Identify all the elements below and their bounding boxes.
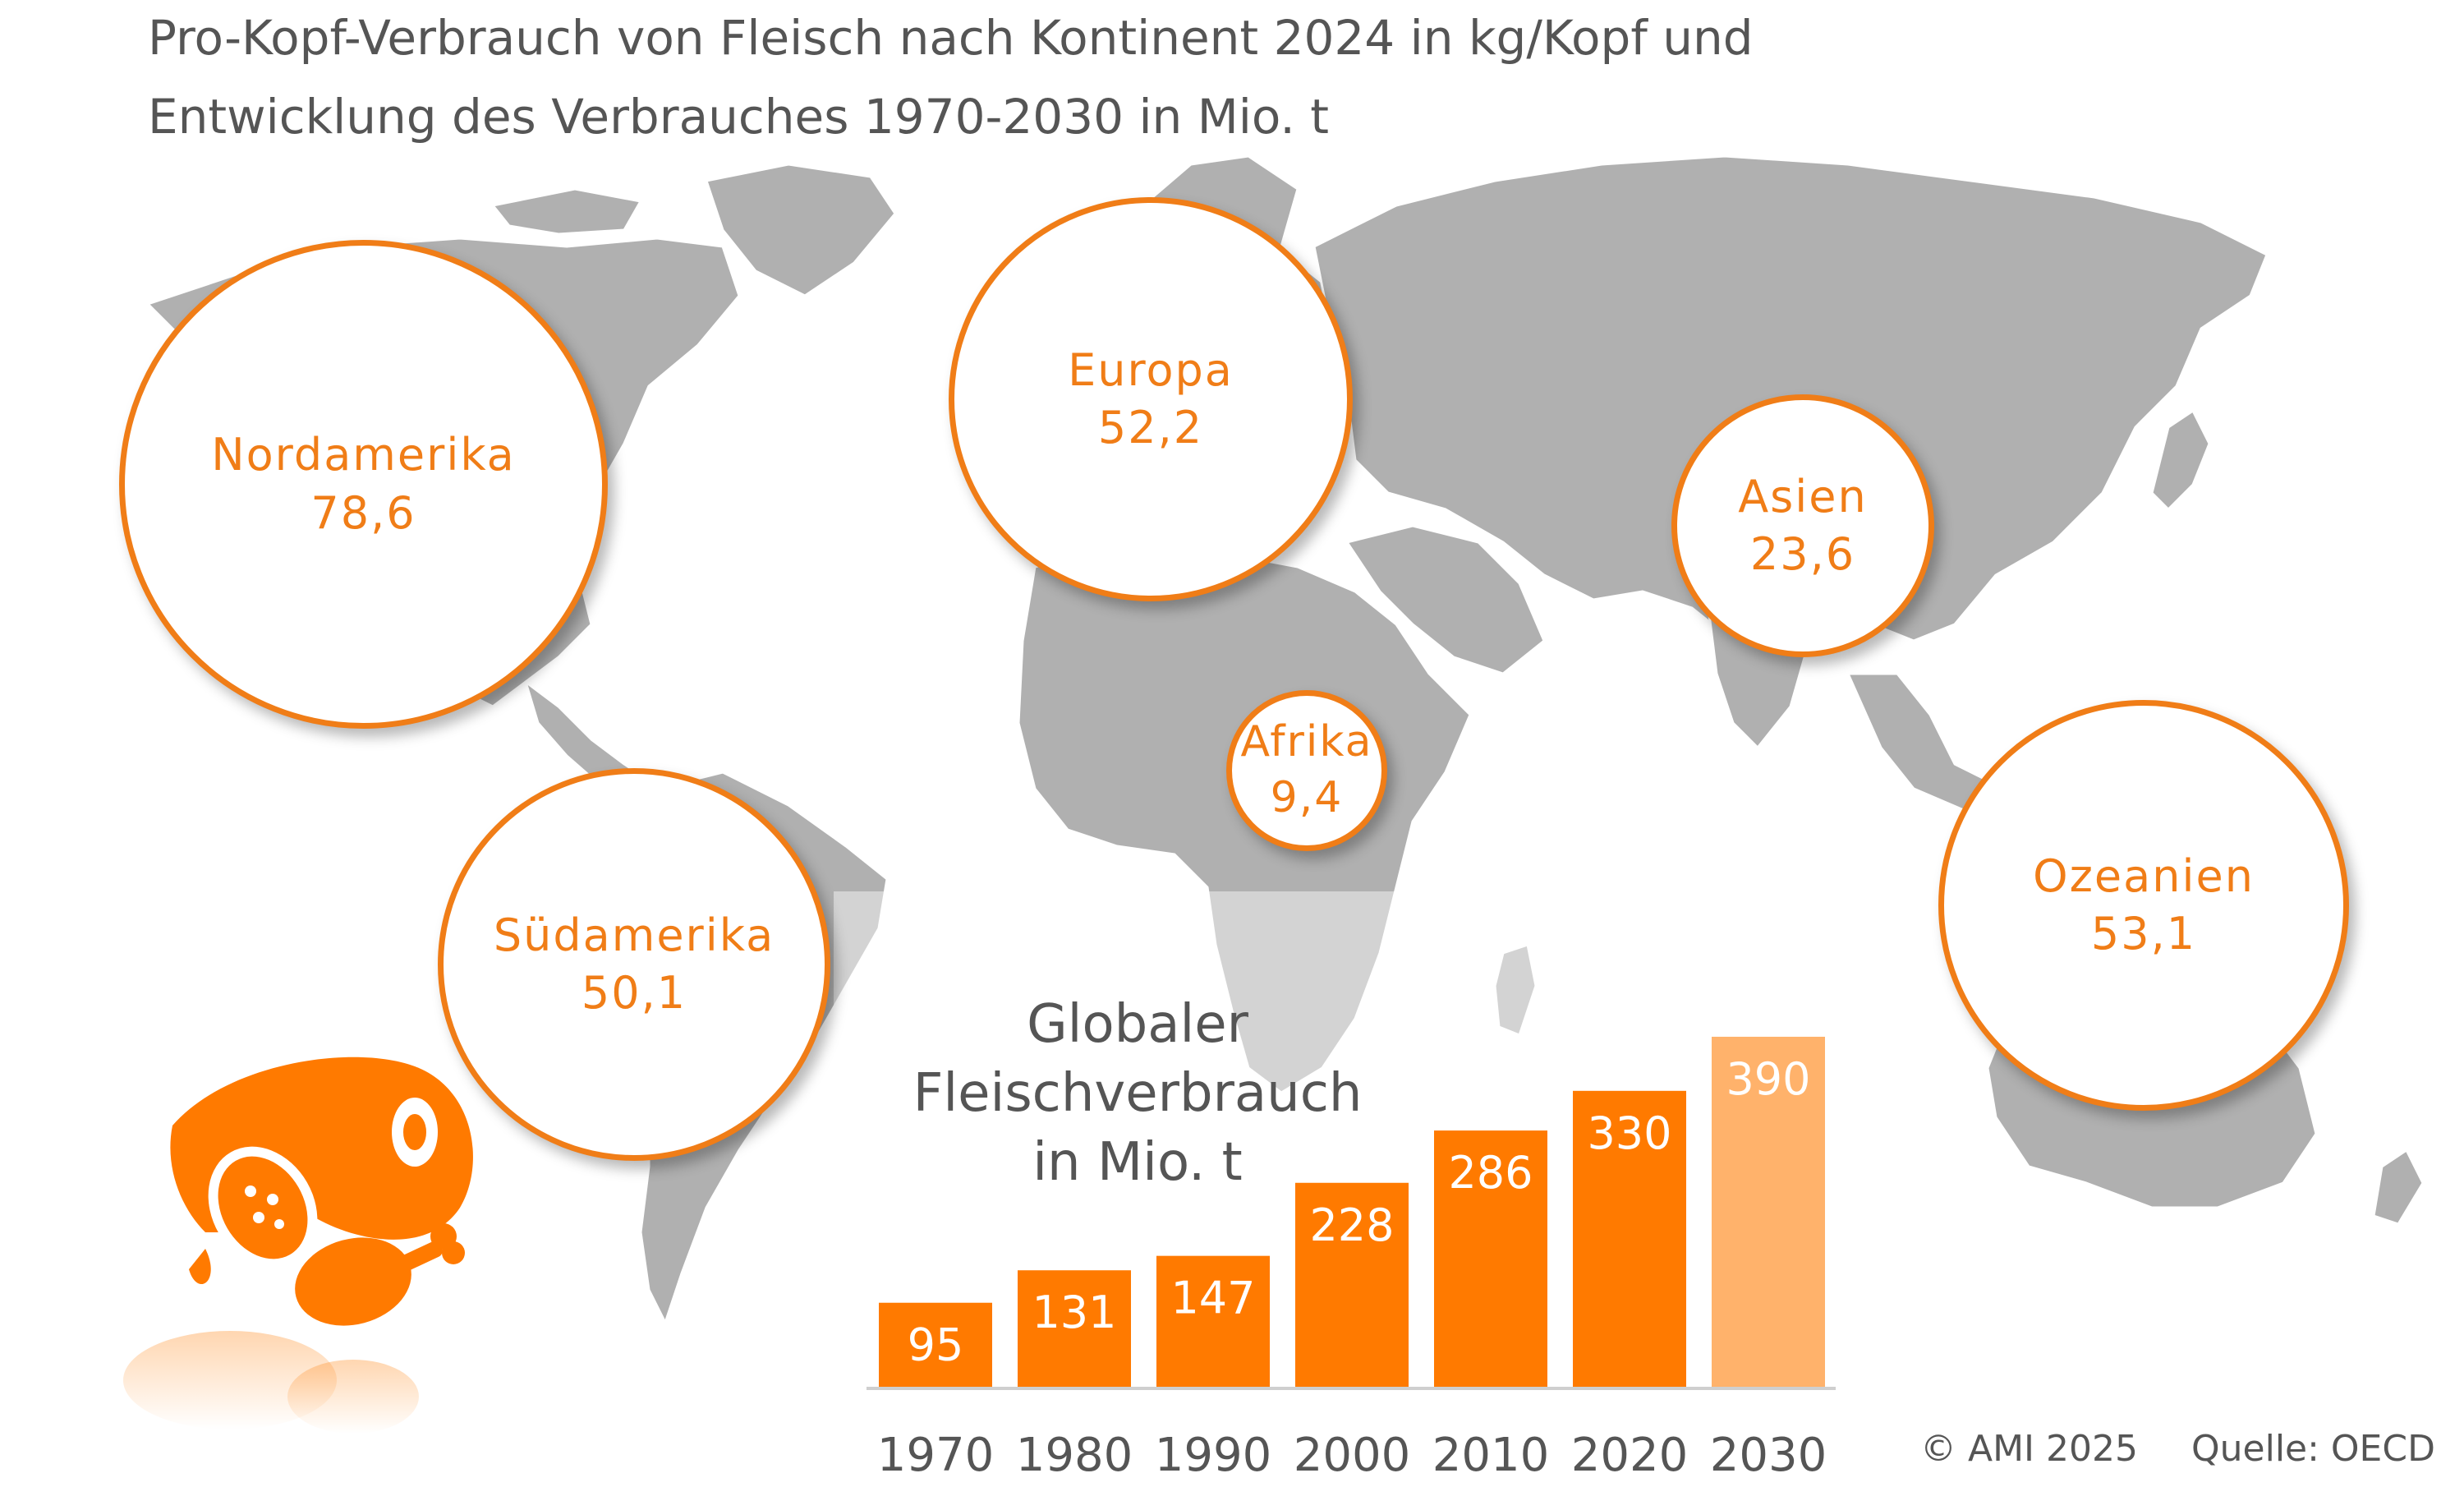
x-tick-label-2010: 2010 (1432, 1429, 1550, 1482)
bubble-value-nordamerika: 78,6 (310, 486, 416, 539)
bubble-label-ozeanien: Ozeanien (2033, 849, 2255, 902)
bar-value-label-1990: 147 (1170, 1273, 1255, 1324)
ham-bone-marrow (403, 1114, 426, 1150)
bar-2010 (1434, 1130, 1547, 1388)
x-tick-label-2030: 2030 (1710, 1429, 1827, 1482)
map-greenland (705, 163, 897, 297)
bar-value-label-2030: 390 (1726, 1053, 1810, 1105)
bubble-europa: Europa 52,2 (949, 197, 1353, 601)
bubble-value-suedamerika: 50,1 (581, 967, 687, 1019)
x-tick-label-1970: 1970 (877, 1429, 995, 1482)
map-middle-east (1345, 524, 1546, 675)
bubble-value-europa: 52,2 (1097, 402, 1204, 453)
bar-value-label-1980: 131 (1032, 1287, 1116, 1338)
bubble-value-ozeanien: 53,1 (2090, 908, 2197, 960)
bar-2020 (1573, 1090, 1686, 1388)
x-tick-label-1990: 1990 (1155, 1429, 1272, 1482)
bubble-label-afrika: Afrika (1240, 717, 1373, 767)
map-arctic-islands (491, 187, 642, 236)
x-tick-label-1980: 1980 (1016, 1429, 1133, 1482)
chart-title-line-2: Fleischverbrauch (913, 1063, 1363, 1124)
bar-2000 (1295, 1182, 1409, 1388)
bubble-value-afrika: 9,4 (1270, 773, 1344, 822)
map-new-zealand (2372, 1149, 2425, 1226)
bar-1980 (1018, 1270, 1131, 1388)
bubble-nordamerika: Nordamerika 78,6 (119, 240, 608, 729)
bar-value-label-2000: 228 (1309, 1199, 1394, 1251)
sausage-icon (189, 1146, 318, 1285)
bar-value-labels: 95 131 147 228 286 330 390 (908, 1053, 1811, 1371)
map-japan (2150, 409, 2211, 511)
chart-title-line-3: in Mio. t (1032, 1132, 1243, 1193)
bar-value-label-2010: 286 (1448, 1147, 1533, 1199)
title-line-1: Pro-Kopf-Verbrauch von Fleisch nach Kont… (148, 10, 1754, 66)
chicken-leg-icon (295, 1223, 465, 1326)
meat-reflection (123, 1331, 419, 1434)
bubble-value-asien: 23,6 (1749, 528, 1856, 580)
bubble-label-europa: Europa (1068, 343, 1234, 396)
title-line-2: Entwicklung des Verbrauches 1970-2030 in… (148, 89, 1329, 145)
source-note: Quelle: OECD (2191, 1428, 2435, 1470)
chart-title-line-1: Globaler (1027, 994, 1248, 1055)
bubble-ozeanien: Ozeanien 53,1 (1938, 700, 2349, 1111)
copyright-notice: © AMI 2025 (1920, 1428, 2138, 1470)
x-tick-label-2020: 2020 (1571, 1429, 1689, 1482)
bar-1990 (1156, 1255, 1270, 1388)
map-madagascar (1493, 943, 1538, 1037)
bubble-afrika: Afrika 9,4 (1226, 690, 1387, 851)
x-tick-label-2000: 2000 (1294, 1429, 1411, 1482)
meat-ham-icon (123, 1057, 473, 1434)
bar-chart-bars (879, 1036, 1825, 1388)
bar-2030 (1712, 1036, 1825, 1388)
bar-value-label-2020: 330 (1587, 1107, 1671, 1159)
x-axis-tick-labels: 1970 1980 1990 2000 2010 2020 2030 (877, 1429, 1827, 1482)
bar-value-label-1970: 95 (908, 1319, 964, 1371)
bubble-label-asien: Asien (1738, 470, 1868, 523)
bubble-asien: Asien 23,6 (1671, 394, 1934, 657)
bubble-label-suedamerika: Südamerika (493, 909, 775, 961)
bar-1970 (879, 1302, 992, 1388)
bubble-suedamerika: Südamerika 50,1 (438, 768, 830, 1161)
chart-title: Globaler Fleischverbrauch in Mio. t (871, 990, 1404, 1197)
bubble-label-nordamerika: Nordamerika (211, 429, 516, 481)
